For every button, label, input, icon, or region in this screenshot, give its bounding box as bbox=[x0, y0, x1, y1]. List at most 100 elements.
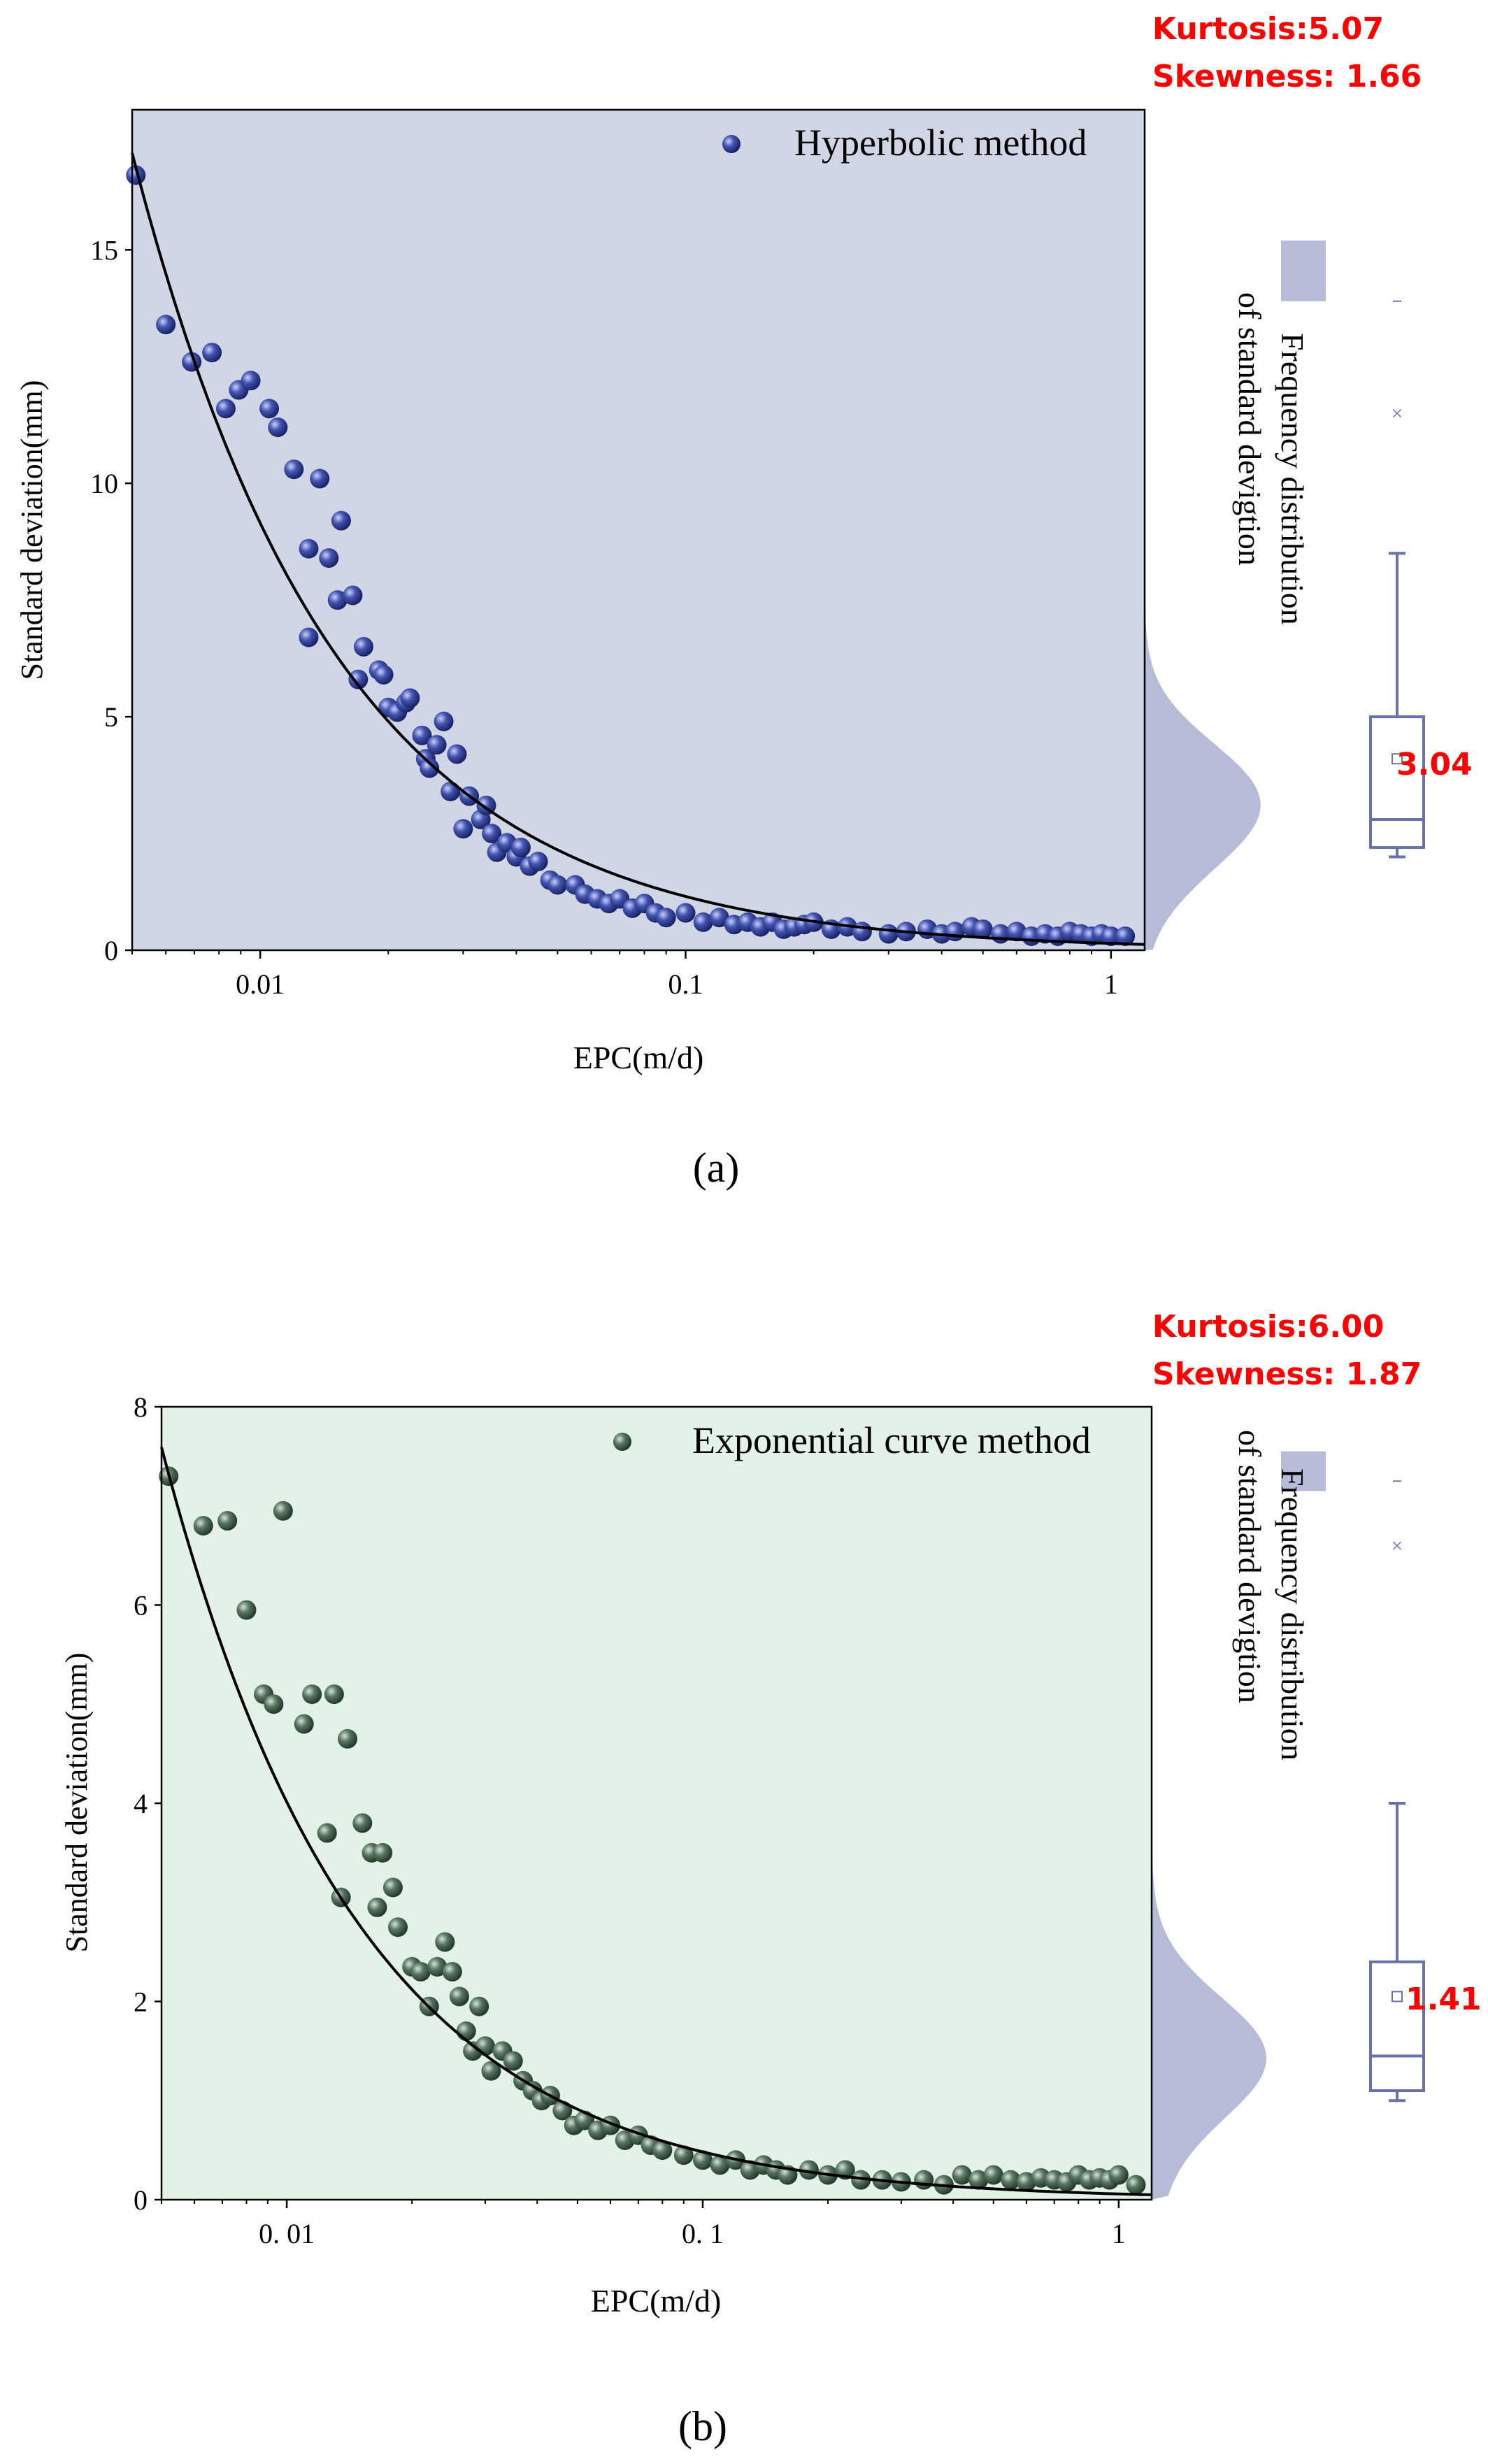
data-point bbox=[273, 1500, 293, 1521]
data-point bbox=[324, 1684, 344, 1705]
fit-curve bbox=[160, 1447, 1152, 2196]
y-tick-label: 4 bbox=[134, 1788, 148, 1819]
data-point bbox=[217, 1511, 238, 1531]
box-plot: × bbox=[1281, 1451, 1425, 2103]
y-tick-label: 2 bbox=[134, 1986, 148, 2018]
data-point bbox=[373, 665, 394, 685]
data-point bbox=[442, 1961, 462, 1982]
data-point bbox=[656, 908, 676, 928]
data-point bbox=[327, 590, 348, 610]
data-point bbox=[851, 2170, 871, 2190]
data-point bbox=[1108, 2165, 1129, 2185]
x-tick-label: 1 bbox=[1112, 2218, 1126, 2249]
data-point bbox=[367, 1897, 387, 1917]
data-point bbox=[510, 838, 531, 858]
data-point bbox=[434, 711, 454, 731]
data-point bbox=[1101, 926, 1121, 946]
skewness-text: Skewness: 1.66 bbox=[1152, 59, 1422, 94]
data-point bbox=[373, 1842, 393, 1863]
data-point bbox=[294, 1714, 314, 1734]
data-point bbox=[215, 399, 236, 419]
y-tick-label: 0 bbox=[134, 2184, 148, 2216]
y-axis-label: Standard deviation(mm) bbox=[59, 1653, 94, 1953]
data-point bbox=[382, 1877, 403, 1898]
data-point bbox=[352, 1813, 373, 1833]
side-label-line-1: Frequency distribution bbox=[1275, 333, 1310, 625]
data-point bbox=[126, 165, 146, 185]
figure-label-b: (b) bbox=[678, 2403, 727, 2449]
data-points bbox=[126, 165, 1136, 946]
plot-area-background bbox=[162, 1407, 1152, 2200]
data-point bbox=[968, 2170, 989, 2190]
data-point bbox=[983, 2165, 1003, 2185]
legend-marker bbox=[613, 1433, 631, 1451]
data-point bbox=[284, 459, 304, 480]
data-point bbox=[317, 1823, 337, 1843]
x-tick-label: 0.1 bbox=[668, 968, 703, 1000]
data-point bbox=[503, 2051, 523, 2071]
data-point bbox=[241, 371, 261, 391]
plot-frame bbox=[160, 1405, 1153, 2201]
box-plot: × bbox=[1281, 240, 1425, 859]
data-point bbox=[456, 2021, 476, 2042]
data-points bbox=[159, 1466, 1146, 2195]
data-point bbox=[693, 912, 713, 932]
figure-label-a: (a) bbox=[693, 1145, 740, 1191]
kurtosis-text: Kurtosis:5.07 bbox=[1152, 11, 1384, 47]
y-tick-label: 0 bbox=[104, 935, 118, 966]
data-point bbox=[202, 343, 222, 363]
violin-distribution bbox=[1145, 399, 1261, 950]
outlier-marker: × bbox=[1392, 402, 1403, 425]
x-axis-label: EPC(m/d) bbox=[573, 1040, 704, 1075]
data-point bbox=[1126, 2175, 1146, 2195]
data-point bbox=[420, 758, 440, 778]
data-point bbox=[1001, 2170, 1021, 2190]
data-point bbox=[973, 919, 993, 939]
violin-distribution bbox=[1152, 1664, 1266, 2200]
plot-frame bbox=[131, 108, 1146, 952]
data-point bbox=[652, 2140, 673, 2161]
panel-b: 0 2 4 6 8 0. 01 0. 1 1 × Exponential curve meth… bbox=[59, 1309, 1482, 2449]
x-axis-label: EPC(m/d) bbox=[591, 2283, 722, 2319]
data-point bbox=[264, 1694, 284, 1714]
panel-a: 0 5 10 15 0.01 0.1 1 × Hyperbolic method Stand… bbox=[15, 11, 1473, 1191]
data-point bbox=[453, 819, 473, 839]
mean-value-label: 1.41 bbox=[1405, 1982, 1482, 2017]
legend-marker bbox=[722, 135, 741, 153]
side-label-line-1: Frequency distribution bbox=[1275, 1468, 1310, 1761]
data-point bbox=[675, 903, 696, 923]
data-point bbox=[945, 922, 965, 942]
side-label-line-2: of standard devigtion bbox=[1232, 1430, 1268, 1703]
data-point bbox=[952, 2165, 972, 2185]
data-point bbox=[435, 1932, 455, 1952]
y-axis-label: Standard deviation(mm) bbox=[15, 380, 49, 680]
mean-value-label: 3.04 bbox=[1396, 747, 1473, 782]
distribution-bar bbox=[1281, 240, 1326, 301]
data-point bbox=[427, 735, 447, 755]
y-tick-label: 10 bbox=[90, 468, 118, 499]
data-point bbox=[447, 744, 467, 764]
data-point bbox=[193, 1516, 213, 1536]
y-tick-label: 8 bbox=[134, 1391, 148, 1423]
legend-label: Hyperbolic method bbox=[794, 122, 1087, 164]
y-tick-label: 5 bbox=[104, 701, 118, 733]
x-tick-label: 0. 01 bbox=[259, 2218, 315, 2249]
data-point bbox=[331, 510, 351, 531]
data-point bbox=[710, 2155, 730, 2175]
data-point bbox=[475, 2036, 495, 2056]
data-point bbox=[353, 636, 373, 657]
data-point bbox=[427, 1956, 448, 1977]
data-point bbox=[412, 725, 432, 745]
data-point bbox=[852, 922, 872, 942]
data-point bbox=[302, 1684, 322, 1705]
data-point bbox=[482, 824, 502, 844]
data-point bbox=[156, 315, 176, 335]
data-point bbox=[410, 1961, 431, 1982]
data-point bbox=[343, 585, 363, 606]
data-point bbox=[441, 781, 461, 801]
axes-group: 0 2 4 6 8 0. 01 0. 1 1 bbox=[134, 1391, 1126, 2249]
data-point bbox=[914, 2170, 934, 2190]
data-point bbox=[268, 417, 288, 438]
data-point bbox=[469, 1996, 489, 2017]
